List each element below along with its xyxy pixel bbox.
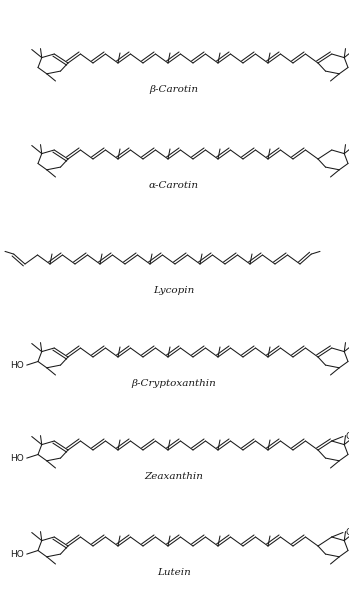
Text: OH: OH: [346, 432, 349, 441]
Text: β-Carotin: β-Carotin: [149, 85, 199, 94]
Text: HO: HO: [10, 361, 24, 370]
Text: Lycopin: Lycopin: [153, 286, 195, 295]
Text: α-Carotin: α-Carotin: [149, 181, 199, 190]
Text: Zeaxanthin: Zeaxanthin: [144, 472, 203, 481]
Text: Lutein: Lutein: [157, 568, 191, 577]
Text: OH: OH: [346, 528, 349, 537]
Text: β-Cryptoxanthin: β-Cryptoxanthin: [132, 379, 216, 388]
Text: HO: HO: [10, 550, 24, 559]
Text: HO: HO: [10, 454, 24, 463]
